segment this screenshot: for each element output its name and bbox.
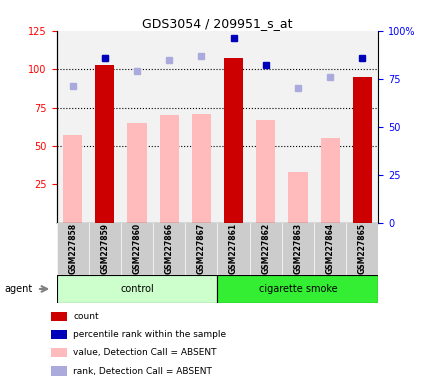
Text: GSM227859: GSM227859 bbox=[100, 223, 109, 274]
Bar bbox=[256, 120, 275, 223]
Text: percentile rank within the sample: percentile rank within the sample bbox=[73, 330, 226, 339]
Bar bbox=[191, 114, 210, 223]
Text: agent: agent bbox=[4, 284, 33, 294]
Bar bbox=[89, 31, 121, 223]
Text: GSM227862: GSM227862 bbox=[261, 223, 270, 274]
Bar bbox=[217, 223, 249, 275]
Bar bbox=[320, 138, 339, 223]
Text: count: count bbox=[73, 312, 99, 321]
Bar bbox=[153, 31, 185, 223]
Bar bbox=[281, 223, 313, 275]
Text: GSM227865: GSM227865 bbox=[357, 223, 366, 274]
Text: GSM227858: GSM227858 bbox=[68, 223, 77, 274]
Text: rank, Detection Call = ABSENT: rank, Detection Call = ABSENT bbox=[73, 367, 212, 376]
Bar bbox=[313, 223, 345, 275]
Text: value, Detection Call = ABSENT: value, Detection Call = ABSENT bbox=[73, 348, 216, 357]
Bar bbox=[51, 366, 66, 376]
Bar bbox=[185, 223, 217, 275]
Bar bbox=[159, 115, 178, 223]
Bar bbox=[95, 65, 114, 223]
Bar bbox=[249, 31, 281, 223]
Bar bbox=[56, 275, 217, 303]
Text: GSM227860: GSM227860 bbox=[132, 223, 141, 274]
Bar bbox=[121, 223, 153, 275]
Bar bbox=[224, 58, 243, 223]
Bar bbox=[288, 172, 307, 223]
Text: cigarette smoke: cigarette smoke bbox=[258, 284, 336, 294]
Bar bbox=[51, 312, 66, 321]
Text: control: control bbox=[120, 284, 154, 294]
Bar bbox=[121, 31, 153, 223]
Bar bbox=[345, 223, 378, 275]
Bar bbox=[89, 223, 121, 275]
Bar bbox=[56, 223, 89, 275]
Bar bbox=[56, 31, 89, 223]
Bar bbox=[63, 135, 82, 223]
Bar bbox=[127, 123, 146, 223]
Text: GSM227867: GSM227867 bbox=[197, 223, 205, 274]
Bar bbox=[51, 330, 66, 339]
Text: GSM227863: GSM227863 bbox=[293, 223, 302, 274]
Text: GSM227866: GSM227866 bbox=[164, 223, 173, 274]
Bar bbox=[352, 77, 371, 223]
Text: GSM227861: GSM227861 bbox=[229, 223, 237, 274]
Bar bbox=[153, 223, 185, 275]
Bar bbox=[217, 31, 249, 223]
Bar bbox=[313, 31, 345, 223]
Bar bbox=[51, 348, 66, 358]
Title: GDS3054 / 209951_s_at: GDS3054 / 209951_s_at bbox=[142, 17, 292, 30]
Bar bbox=[217, 275, 378, 303]
Bar bbox=[185, 31, 217, 223]
Bar bbox=[281, 31, 313, 223]
Bar bbox=[249, 223, 281, 275]
Text: GSM227864: GSM227864 bbox=[325, 223, 334, 274]
Bar bbox=[345, 31, 378, 223]
